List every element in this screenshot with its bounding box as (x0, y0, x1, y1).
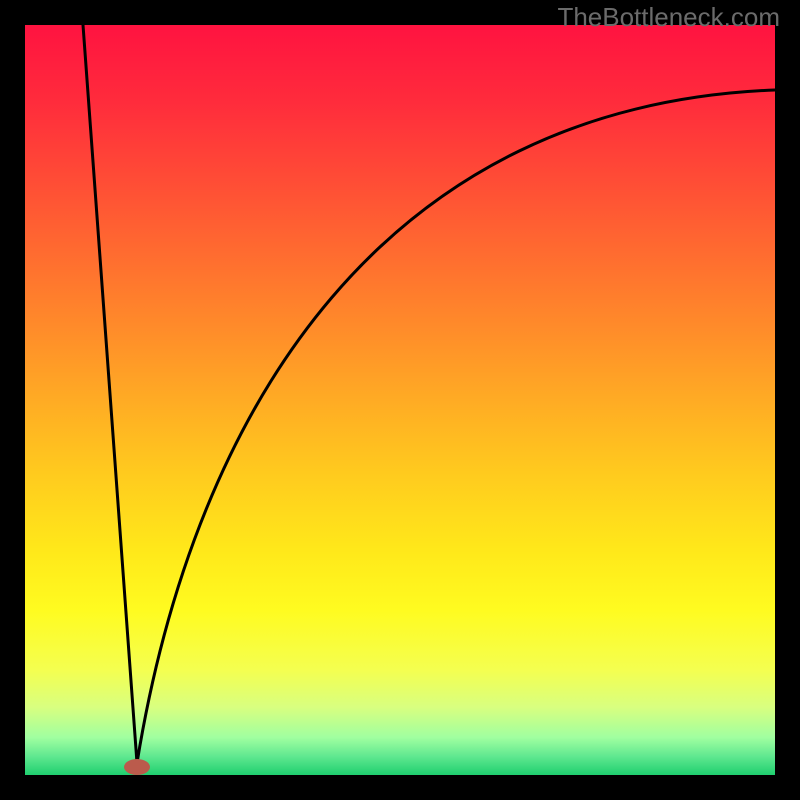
curve-layer (25, 25, 775, 775)
watermark-text: TheBottleneck.com (557, 2, 780, 33)
trough-marker (124, 759, 150, 775)
chart-frame (25, 25, 775, 775)
bottleneck-curve (83, 25, 775, 763)
